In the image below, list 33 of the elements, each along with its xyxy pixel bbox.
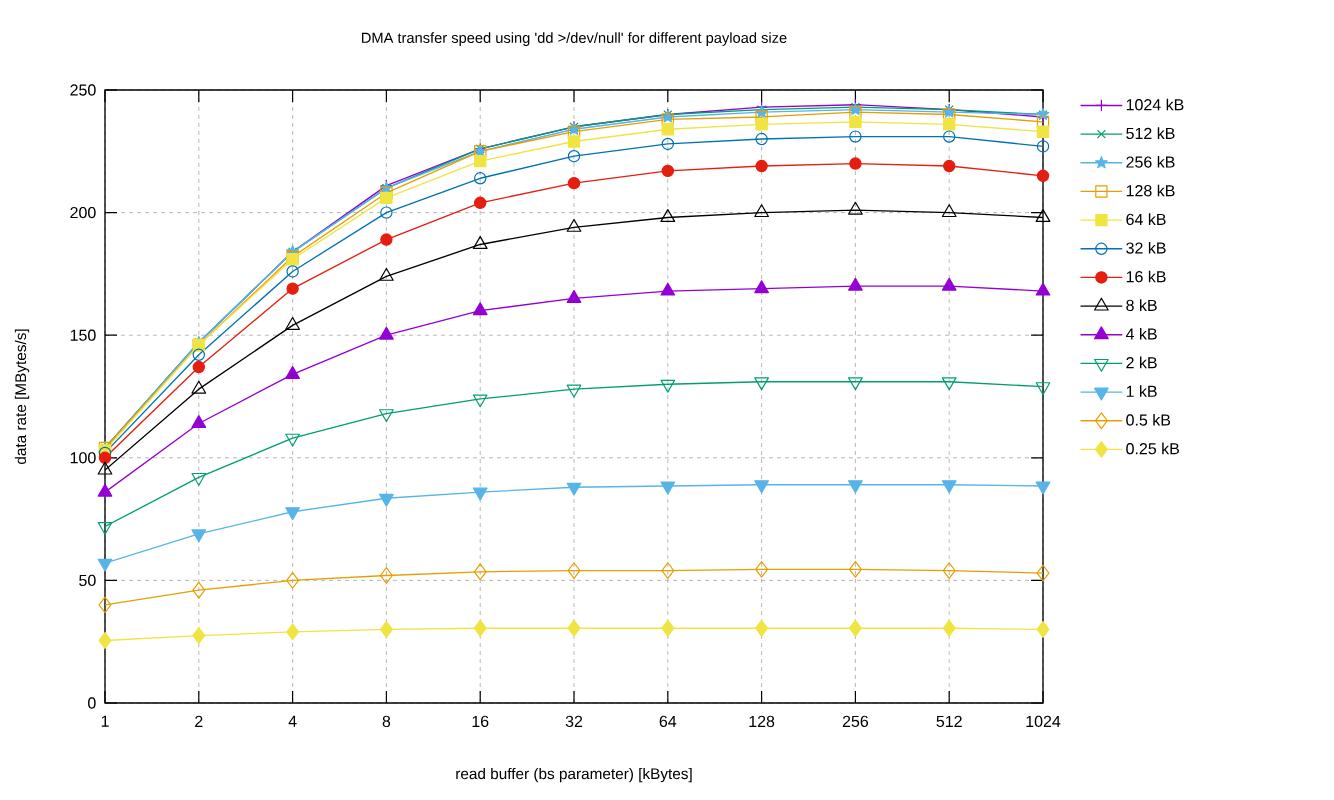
y-tick-label: 200 [70, 206, 96, 219]
x-tick-label: 256 [842, 715, 869, 728]
x-tick-label: 512 [936, 715, 962, 728]
x-tick-label: 1 [101, 715, 109, 727]
y-tick-label: 0 [88, 697, 96, 709]
legend-label: 8 kB [1126, 299, 1157, 312]
x-tick-label: 16 [472, 715, 489, 728]
legend-label: 256 kB [1126, 156, 1175, 168]
legend-label: 64 kB [1126, 213, 1166, 226]
y-tick-label: 150 [70, 329, 96, 341]
chart-title: DMA transfer speed using 'dd >/dev/null' for different payload size [362, 32, 787, 46]
x-tick-label: 64 [659, 715, 677, 728]
y-tick-label: 250 [70, 84, 96, 96]
legend-label: 16 kB [1126, 270, 1166, 283]
legend-label: 32 kB [1126, 241, 1166, 254]
x-tick-label: 1024 [1026, 715, 1061, 728]
legend-label: 0.25 kB [1126, 442, 1179, 455]
x-tick-label: 8 [382, 715, 391, 728]
x-tick-label: 128 [749, 715, 775, 728]
legend-label: 512 kB [1126, 127, 1175, 140]
legend-label: 0.5 kB [1126, 413, 1171, 426]
x-tick-label: 4 [288, 715, 297, 727]
legend-label: 1 kB [1126, 385, 1157, 397]
y-tick-label: 50 [79, 574, 96, 587]
y-tick-label: 100 [70, 452, 96, 464]
legend-label: 4 kB [1125, 327, 1157, 340]
x-axis-title: read buffer (bs parameter) [kBytes] [456, 767, 692, 783]
legend-label: 1024 kB [1126, 98, 1184, 111]
x-tick-label: 2 [195, 715, 203, 727]
x-tick-label: 32 [565, 715, 583, 728]
legend-label: 128 kB [1126, 184, 1175, 197]
y-axis-title: data rate [MBytes/s] [14, 329, 30, 465]
legend-label: 2 kB [1126, 356, 1157, 369]
